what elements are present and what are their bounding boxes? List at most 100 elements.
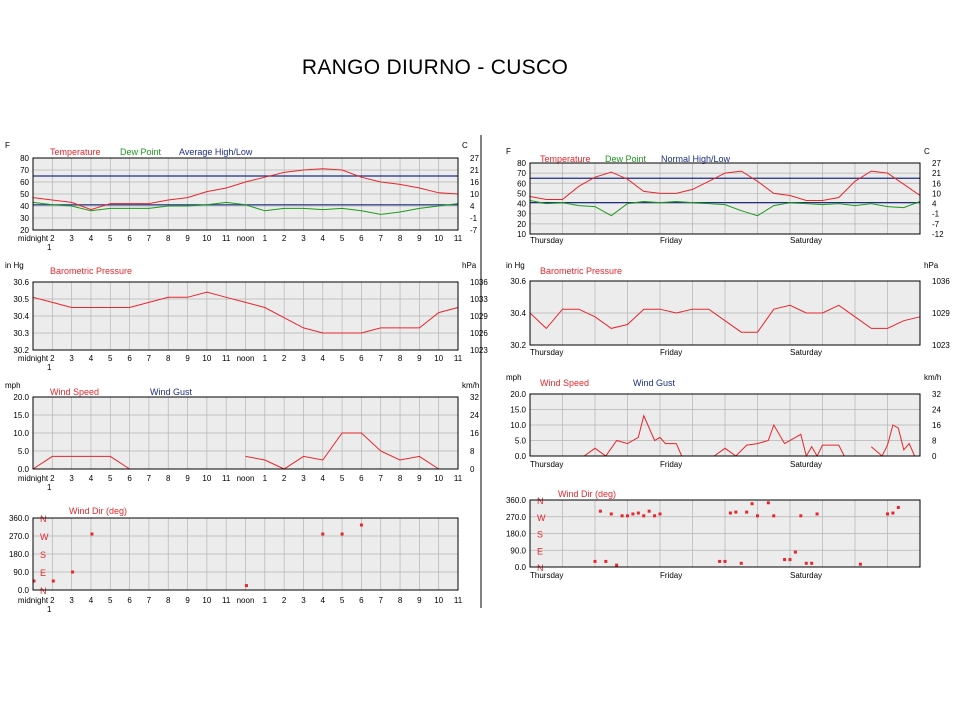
daily-pressure-xtick-label: 4 (89, 354, 94, 363)
multi-day-temperature-ytick-right-label: 16 (932, 179, 941, 188)
multi-day-wind-dir-frame (529, 499, 921, 568)
daily-wind-speed-xtick-label: 4 (89, 474, 94, 483)
daily-wind-dir-xtick-label: 7 (379, 596, 384, 605)
multi-day-wind-speed-xtick-label: Thursday (530, 460, 563, 469)
multi-day-temperature-ytick-right-label: 21 (932, 169, 941, 178)
multi-day-temperature-ytick-right-label: 27 (932, 159, 941, 168)
daily-pressure-ytick-right-label: 1023 (470, 346, 488, 355)
multi-day-pressure-frame (529, 280, 921, 346)
daily-temperature-ytick-right-label: 16 (470, 178, 479, 187)
multi-day-temperature-ytick-label: 60 (517, 179, 526, 188)
daily-pressure-ytick-right-label: 1036 (470, 278, 488, 287)
daily-temperature-xtick-label: 5 (108, 234, 113, 243)
multi-day-wind-dir-point (810, 561, 814, 565)
daily-wind-dir-xtick-label: midnight (18, 596, 49, 605)
daily-pressure-legend-entry: Barometric Pressure (50, 266, 132, 276)
daily-wind-dir-xtick-label: noon (237, 596, 255, 605)
multi-day-pressure-barometric-pressure-line (529, 304, 921, 333)
daily-wind-speed-frame (32, 396, 459, 470)
daily-wind-speed-legend-entry: Wind Speed (50, 387, 99, 397)
multi-day-pressure-ytick-label: 30.2 (510, 341, 526, 350)
multi-day-wind-dir-compass-label: S (537, 530, 543, 540)
daily-temperature-xtick-label: 8 (166, 234, 171, 243)
multi-day-wind-dir-point (745, 510, 749, 514)
daily-temperature-xtick-label: 1 (263, 234, 268, 243)
daily-wind-speed-ytick-right-label: 24 (470, 411, 479, 420)
multi-day-wind-speed-ytick-right-label: 24 (932, 406, 941, 415)
multi-day-wind-dir-compass-label: E (537, 546, 543, 556)
multi-day-wind-speed-ytick-label: 0.0 (515, 452, 527, 461)
multi-day-wind-speed-wind-speed-line (870, 424, 916, 457)
multi-day-wind-dir-compass-label: N (537, 496, 544, 506)
multi-day-wind-dir-point (593, 559, 597, 563)
daily-pressure-xtick-label: 3 (69, 354, 74, 363)
multi-day-wind-speed-unit-left: mph (506, 373, 522, 382)
multi-day-wind-dir-ytick-label: 180.0 (506, 530, 527, 539)
daily-temperature-xtick-sub-label: 1 (47, 243, 52, 252)
multi-day-temperature-ytick-label: 50 (517, 189, 526, 198)
daily-wind-speed-xtick-label: 9 (417, 474, 422, 483)
daily-wind-speed-xtick-label: 11 (454, 474, 463, 483)
daily-pressure-xtick-label: 7 (379, 354, 384, 363)
daily-wind-speed-xtick-label: 6 (359, 474, 364, 483)
multi-day-temperature-dew-point-line (529, 200, 921, 217)
daily-wind-dir-xtick-label: 11 (222, 596, 231, 605)
daily-wind-dir-compass-label: E (40, 568, 46, 578)
multi-day-wind-dir-point (799, 514, 803, 518)
daily-temperature-unit-right: C (462, 141, 468, 150)
multi-day-wind-dir-compass-label: N (537, 563, 544, 573)
daily-wind-dir-xtick-label: 7 (147, 596, 152, 605)
multi-day-wind-dir-point (783, 558, 787, 562)
daily-temperature-xtick-label: 4 (321, 234, 326, 243)
daily-wind-dir-ytick-label: 180.0 (9, 550, 30, 559)
daily-pressure-xtick-label: 10 (434, 354, 443, 363)
daily-pressure-xtick-label: 7 (147, 354, 152, 363)
daily-pressure-ytick-label: 30.5 (13, 295, 29, 304)
daily-wind-dir-point (71, 570, 75, 574)
daily-temperature-xtick-label: 5 (340, 234, 345, 243)
daily-wind-speed-ytick-right-label: 8 (470, 447, 475, 456)
multi-day-wind-dir-point (793, 550, 797, 554)
daily-temperature-xtick-label: 10 (434, 234, 443, 243)
multi-day-wind-dir-point (718, 559, 722, 563)
daily-pressure-xtick-label: 11 (454, 354, 463, 363)
multi-day-wind-dir-point (647, 509, 651, 513)
multi-day-wind-speed-ytick-right-label: 32 (932, 390, 941, 399)
daily-wind-speed-xtick-label: 5 (108, 474, 113, 483)
daily-temperature-ytick-right-label: -7 (470, 226, 478, 235)
daily-pressure-xtick-sub-label: 1 (47, 363, 52, 372)
multi-day-temperature-ytick-label: 30 (517, 210, 526, 219)
multi-day-temperature-xtick-label: Friday (660, 236, 682, 245)
daily-wind-dir-xtick-label: 4 (321, 596, 326, 605)
multi-day-pressure-xtick-label: Friday (660, 348, 682, 357)
daily-pressure-xtick-label: 5 (340, 354, 345, 363)
daily-pressure-ytick-right-label: 1029 (470, 312, 488, 321)
multi-day-pressure-ytick-label: 30.4 (510, 309, 526, 318)
multi-day-wind-dir-point (739, 561, 743, 565)
daily-pressure-xtick-label: noon (237, 354, 255, 363)
daily-wind-dir-compass-label: N (40, 586, 47, 596)
daily-pressure-frame (32, 281, 459, 351)
daily-temperature-ytick-right-label: 4 (470, 202, 475, 211)
multi-day-pressure-ytick-right-label: 1023 (932, 341, 950, 350)
daily-wind-dir-xtick-sub-label: 1 (47, 605, 52, 614)
multi-day-pressure-ytick-label: 30.6 (510, 277, 526, 286)
daily-temperature-xtick-label: 2 (50, 234, 55, 243)
multi-day-wind-dir-point (598, 509, 602, 513)
multi-day-temperature-ytick-label: 70 (517, 169, 526, 178)
daily-temperature-xtick-label: 2 (282, 234, 287, 243)
daily-pressure-ytick-label: 30.4 (13, 312, 29, 321)
multi-day-wind-speed-frame (529, 393, 921, 457)
daily-wind-dir-ytick-label: 360.0 (9, 514, 30, 523)
multi-day-wind-dir-point (896, 505, 900, 509)
multi-day-wind-dir-point (756, 514, 759, 518)
multi-day-wind-dir-point (620, 514, 624, 518)
daily-wind-speed-xtick-label: 7 (379, 474, 384, 483)
daily-wind-speed-unit-left: mph (5, 381, 21, 390)
daily-wind-speed-ytick-label: 10.0 (13, 429, 29, 438)
daily-wind-dir-xtick-label: 9 (185, 596, 190, 605)
daily-wind-dir-xtick-label: 5 (108, 596, 113, 605)
multi-day-temperature-xtick-label: Saturday (790, 236, 822, 245)
daily-pressure-xtick-label: 8 (398, 354, 403, 363)
multi-day-pressure-xtick-label: Saturday (790, 348, 822, 357)
